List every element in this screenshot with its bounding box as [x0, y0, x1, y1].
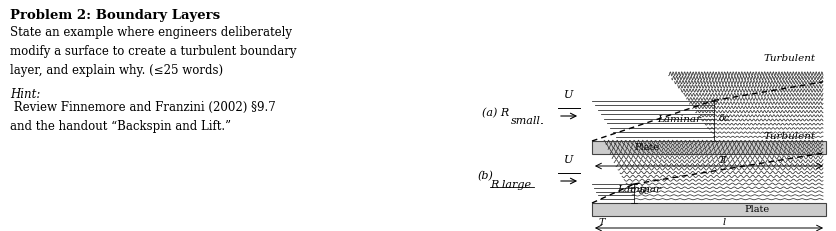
Text: small: small: [511, 116, 541, 126]
Text: Turbulent: Turbulent: [764, 54, 816, 63]
Text: (a) R: (a) R: [482, 108, 509, 118]
Text: l: l: [722, 156, 726, 165]
Text: (b): (b): [478, 171, 494, 181]
Text: Laminar: Laminar: [617, 185, 661, 194]
Text: Problem 2: Boundary Layers: Problem 2: Boundary Layers: [10, 9, 220, 22]
Text: Review Finnemore and Franzini (2002) §9.7
and the handout “Backspin and Lift.”: Review Finnemore and Franzini (2002) §9.…: [10, 101, 276, 133]
Text: T: T: [599, 218, 605, 227]
Text: Plate: Plate: [635, 143, 660, 152]
Text: l: l: [722, 218, 726, 227]
Text: δc: δc: [639, 187, 650, 196]
Text: U: U: [564, 90, 573, 100]
Bar: [592, 141, 826, 154]
Text: R large: R large: [490, 180, 531, 190]
Text: T: T: [719, 156, 725, 165]
Text: State an example where engineers deliberately
modify a surface to create a turbu: State an example where engineers deliber…: [10, 26, 297, 77]
Text: Laminar: Laminar: [657, 115, 701, 124]
Text: Hint:: Hint:: [10, 88, 40, 101]
Text: Plate: Plate: [744, 205, 770, 214]
Text: U: U: [564, 155, 573, 165]
Bar: [592, 203, 826, 216]
Text: Turbulent: Turbulent: [764, 132, 816, 141]
Text: δc: δc: [719, 114, 730, 123]
